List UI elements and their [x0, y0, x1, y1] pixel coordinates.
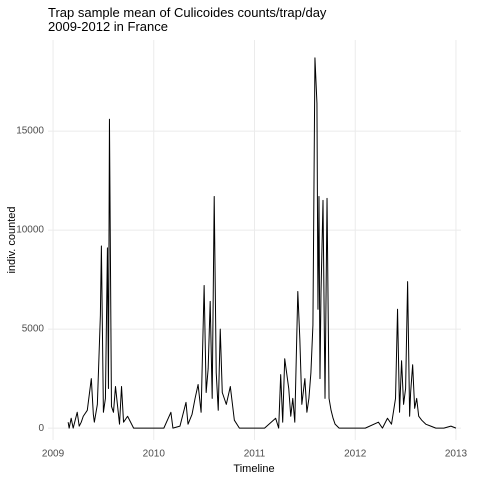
chart-subtitle: 2009-2012 in France	[48, 19, 168, 34]
data-line	[67, 57, 457, 429]
chart-title: Trap sample mean of Culicoides counts/tr…	[48, 5, 327, 20]
y-tick-label: 15000	[16, 126, 44, 137]
x-tick-label: 2009	[42, 449, 65, 460]
x-tick-label: 2010	[143, 449, 166, 460]
y-axis-title: indiv. counted	[6, 206, 18, 273]
x-axis-title: Timeline	[233, 463, 274, 475]
x-tick-label: 2012	[344, 449, 367, 460]
y-tick-label: 0	[38, 423, 44, 434]
y-tick-label: 5000	[22, 324, 45, 335]
y-tick-label: 10000	[16, 225, 44, 236]
x-tick-label: 2013	[445, 449, 468, 460]
x-tick-label: 2011	[244, 449, 266, 460]
